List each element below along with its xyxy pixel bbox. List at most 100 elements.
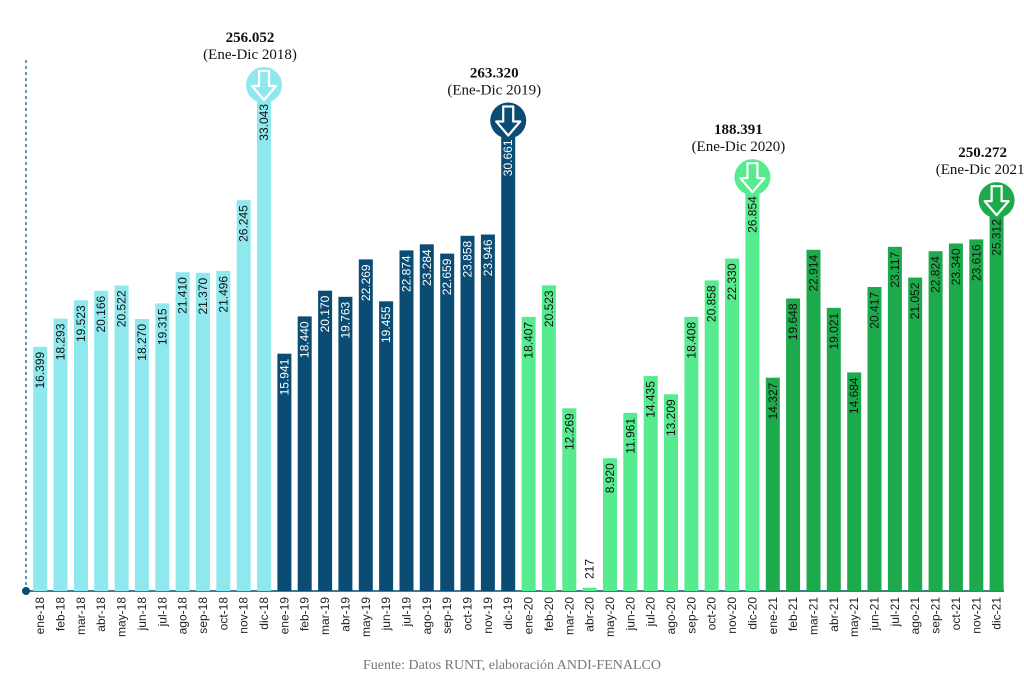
bar-nov-19 <box>480 234 495 591</box>
x-tick-jul-18: jul-18 <box>155 597 169 628</box>
year-range-2018: (Ene-Dic 2018) <box>203 47 297 63</box>
bar-ene-18 <box>33 346 48 591</box>
x-tick-jul-19: jul-19 <box>400 597 414 628</box>
value-label-mar-21: 22.914 <box>807 254 821 291</box>
value-label-sep-21: 22.824 <box>929 256 943 293</box>
value-label-oct-19: 23.858 <box>461 240 475 277</box>
bar-jun-19 <box>379 301 394 591</box>
bar-mar-21 <box>806 249 821 592</box>
bar-jul-21 <box>887 246 902 592</box>
source-note: Fuente: Datos RUNT, elaboración ANDI-FEN… <box>363 658 661 673</box>
bar-abr-20 <box>582 587 597 591</box>
bar-abr-19 <box>338 296 353 591</box>
value-label-feb-20: 20.523 <box>542 290 556 327</box>
x-tick-abr-18: abr-18 <box>94 597 108 632</box>
x-tick-ago-18: ago-18 <box>176 597 190 635</box>
x-tick-ene-21: ene-21 <box>766 597 780 635</box>
value-label-sep-20: 18.408 <box>684 322 698 359</box>
value-label-jul-18: 19.315 <box>155 308 169 345</box>
annotation-2020: 188.391(Ene-Dic 2020) <box>692 122 785 196</box>
bar-jul-20 <box>643 376 658 591</box>
year-total-2019: 263.320 <box>470 65 519 81</box>
value-label-nov-20: 22.330 <box>725 263 739 300</box>
bar-ago-21 <box>908 277 923 591</box>
x-tick-oct-18: oct-18 <box>216 597 230 631</box>
bar-mar-18 <box>73 300 88 591</box>
value-label-jun-18: 18.270 <box>135 324 149 361</box>
bar-ago-20 <box>664 394 678 591</box>
x-tick-nov-19: nov-19 <box>481 597 495 634</box>
value-label-abr-19: 19.763 <box>338 301 352 338</box>
bar-mar-19 <box>318 290 333 591</box>
value-label-may-21: 14.684 <box>847 377 861 414</box>
bar-ene-21 <box>765 377 780 591</box>
x-tick-may-20: may-20 <box>603 597 617 637</box>
bar-nov-20 <box>725 258 740 591</box>
bar-nov-21 <box>969 239 984 591</box>
value-label-ago-20: 13.209 <box>664 399 678 436</box>
x-tick-ene-20: ene-20 <box>522 597 536 635</box>
x-tick-ene-18: ene-18 <box>33 597 47 635</box>
value-label-jul-20: 14.435 <box>644 381 658 418</box>
x-tick-abr-19: abr-19 <box>338 597 352 632</box>
x-tick-nov-18: nov-18 <box>237 597 251 634</box>
x-tick-ago-21: ago-21 <box>908 597 922 635</box>
value-label-sep-18: 21.370 <box>196 277 210 314</box>
bar-may-20 <box>603 458 617 591</box>
value-label-ago-18: 21.410 <box>176 277 190 314</box>
year-total-2018: 256.052 <box>226 30 275 46</box>
x-tick-dic-20: dic-20 <box>745 597 759 630</box>
value-label-dic-20: 26.854 <box>745 196 759 233</box>
bar-jul-19 <box>399 250 414 591</box>
x-tick-jun-20: jun-20 <box>623 597 637 632</box>
annotation-2021: 250.272(Ene-Dic 2021) <box>936 145 1024 219</box>
x-tick-ago-19: ago-19 <box>420 597 434 635</box>
x-tick-dic-21: dic-21 <box>990 597 1004 630</box>
x-tick-sep-18: sep-18 <box>196 597 210 634</box>
value-label-ago-21: 21.052 <box>908 282 922 319</box>
bar-may-19 <box>358 259 373 591</box>
bar-oct-19 <box>460 235 475 592</box>
value-label-mar-19: 20.170 <box>318 295 332 332</box>
bar-nov-18 <box>236 200 251 591</box>
value-label-abr-18: 20.166 <box>94 295 108 332</box>
bar-ago-19 <box>419 244 434 592</box>
value-label-abr-21: 19.021 <box>827 312 841 349</box>
bar-dic-21 <box>989 214 1004 591</box>
x-tick-may-19: may-19 <box>359 597 373 637</box>
value-label-nov-18: 26.245 <box>237 205 251 242</box>
year-annotations: 256.052(Ene-Dic 2018) 263.320 (Ene-Dic 201… <box>203 30 1024 219</box>
bar-feb-18 <box>53 318 68 591</box>
x-tick-oct-19: oct-19 <box>461 597 475 631</box>
value-label-mar-18: 19.523 <box>74 305 88 342</box>
value-label-jun-20: 11.961 <box>623 418 637 454</box>
x-tick-ene-19: ene-19 <box>277 597 291 635</box>
value-label-nov-21: 23.616 <box>969 244 983 281</box>
bar-jun-18 <box>134 319 149 591</box>
bar-abr-21 <box>826 307 841 591</box>
bar-ene-19 <box>277 353 292 591</box>
value-label-oct-21: 23.340 <box>949 248 963 285</box>
down-arrow-icon <box>739 162 766 194</box>
x-tick-jul-21: jul-21 <box>888 597 902 628</box>
x-tick-sep-20: sep-20 <box>684 597 698 634</box>
annotation-2018: 256.052(Ene-Dic 2018) <box>203 30 297 104</box>
value-label-jul-19: 22.874 <box>400 255 414 292</box>
x-tick-ago-20: ago-20 <box>664 597 678 635</box>
value-label-may-19: 22.269 <box>359 264 373 301</box>
bar-dic-18 <box>257 99 271 591</box>
x-tick-oct-20: oct-20 <box>705 597 719 631</box>
x-tick-may-21: may-21 <box>847 597 861 637</box>
year-range-2021: (Ene-Dic 2021) <box>936 162 1024 178</box>
bar-jul-18 <box>155 303 170 591</box>
x-tick-mar-21: mar-21 <box>807 597 821 635</box>
value-label-jun-19: 19.455 <box>379 306 393 343</box>
value-label-feb-18: 18.293 <box>54 323 68 360</box>
x-tick-nov-21: nov-21 <box>969 597 983 634</box>
value-label-dic-21: 25.312 <box>990 219 1004 256</box>
value-label-may-20: 8.920 <box>603 463 617 493</box>
down-arrow-icon <box>495 105 522 137</box>
x-tick-abr-20: abr-20 <box>583 597 597 632</box>
x-tick-dic-19: dic-19 <box>501 597 515 630</box>
